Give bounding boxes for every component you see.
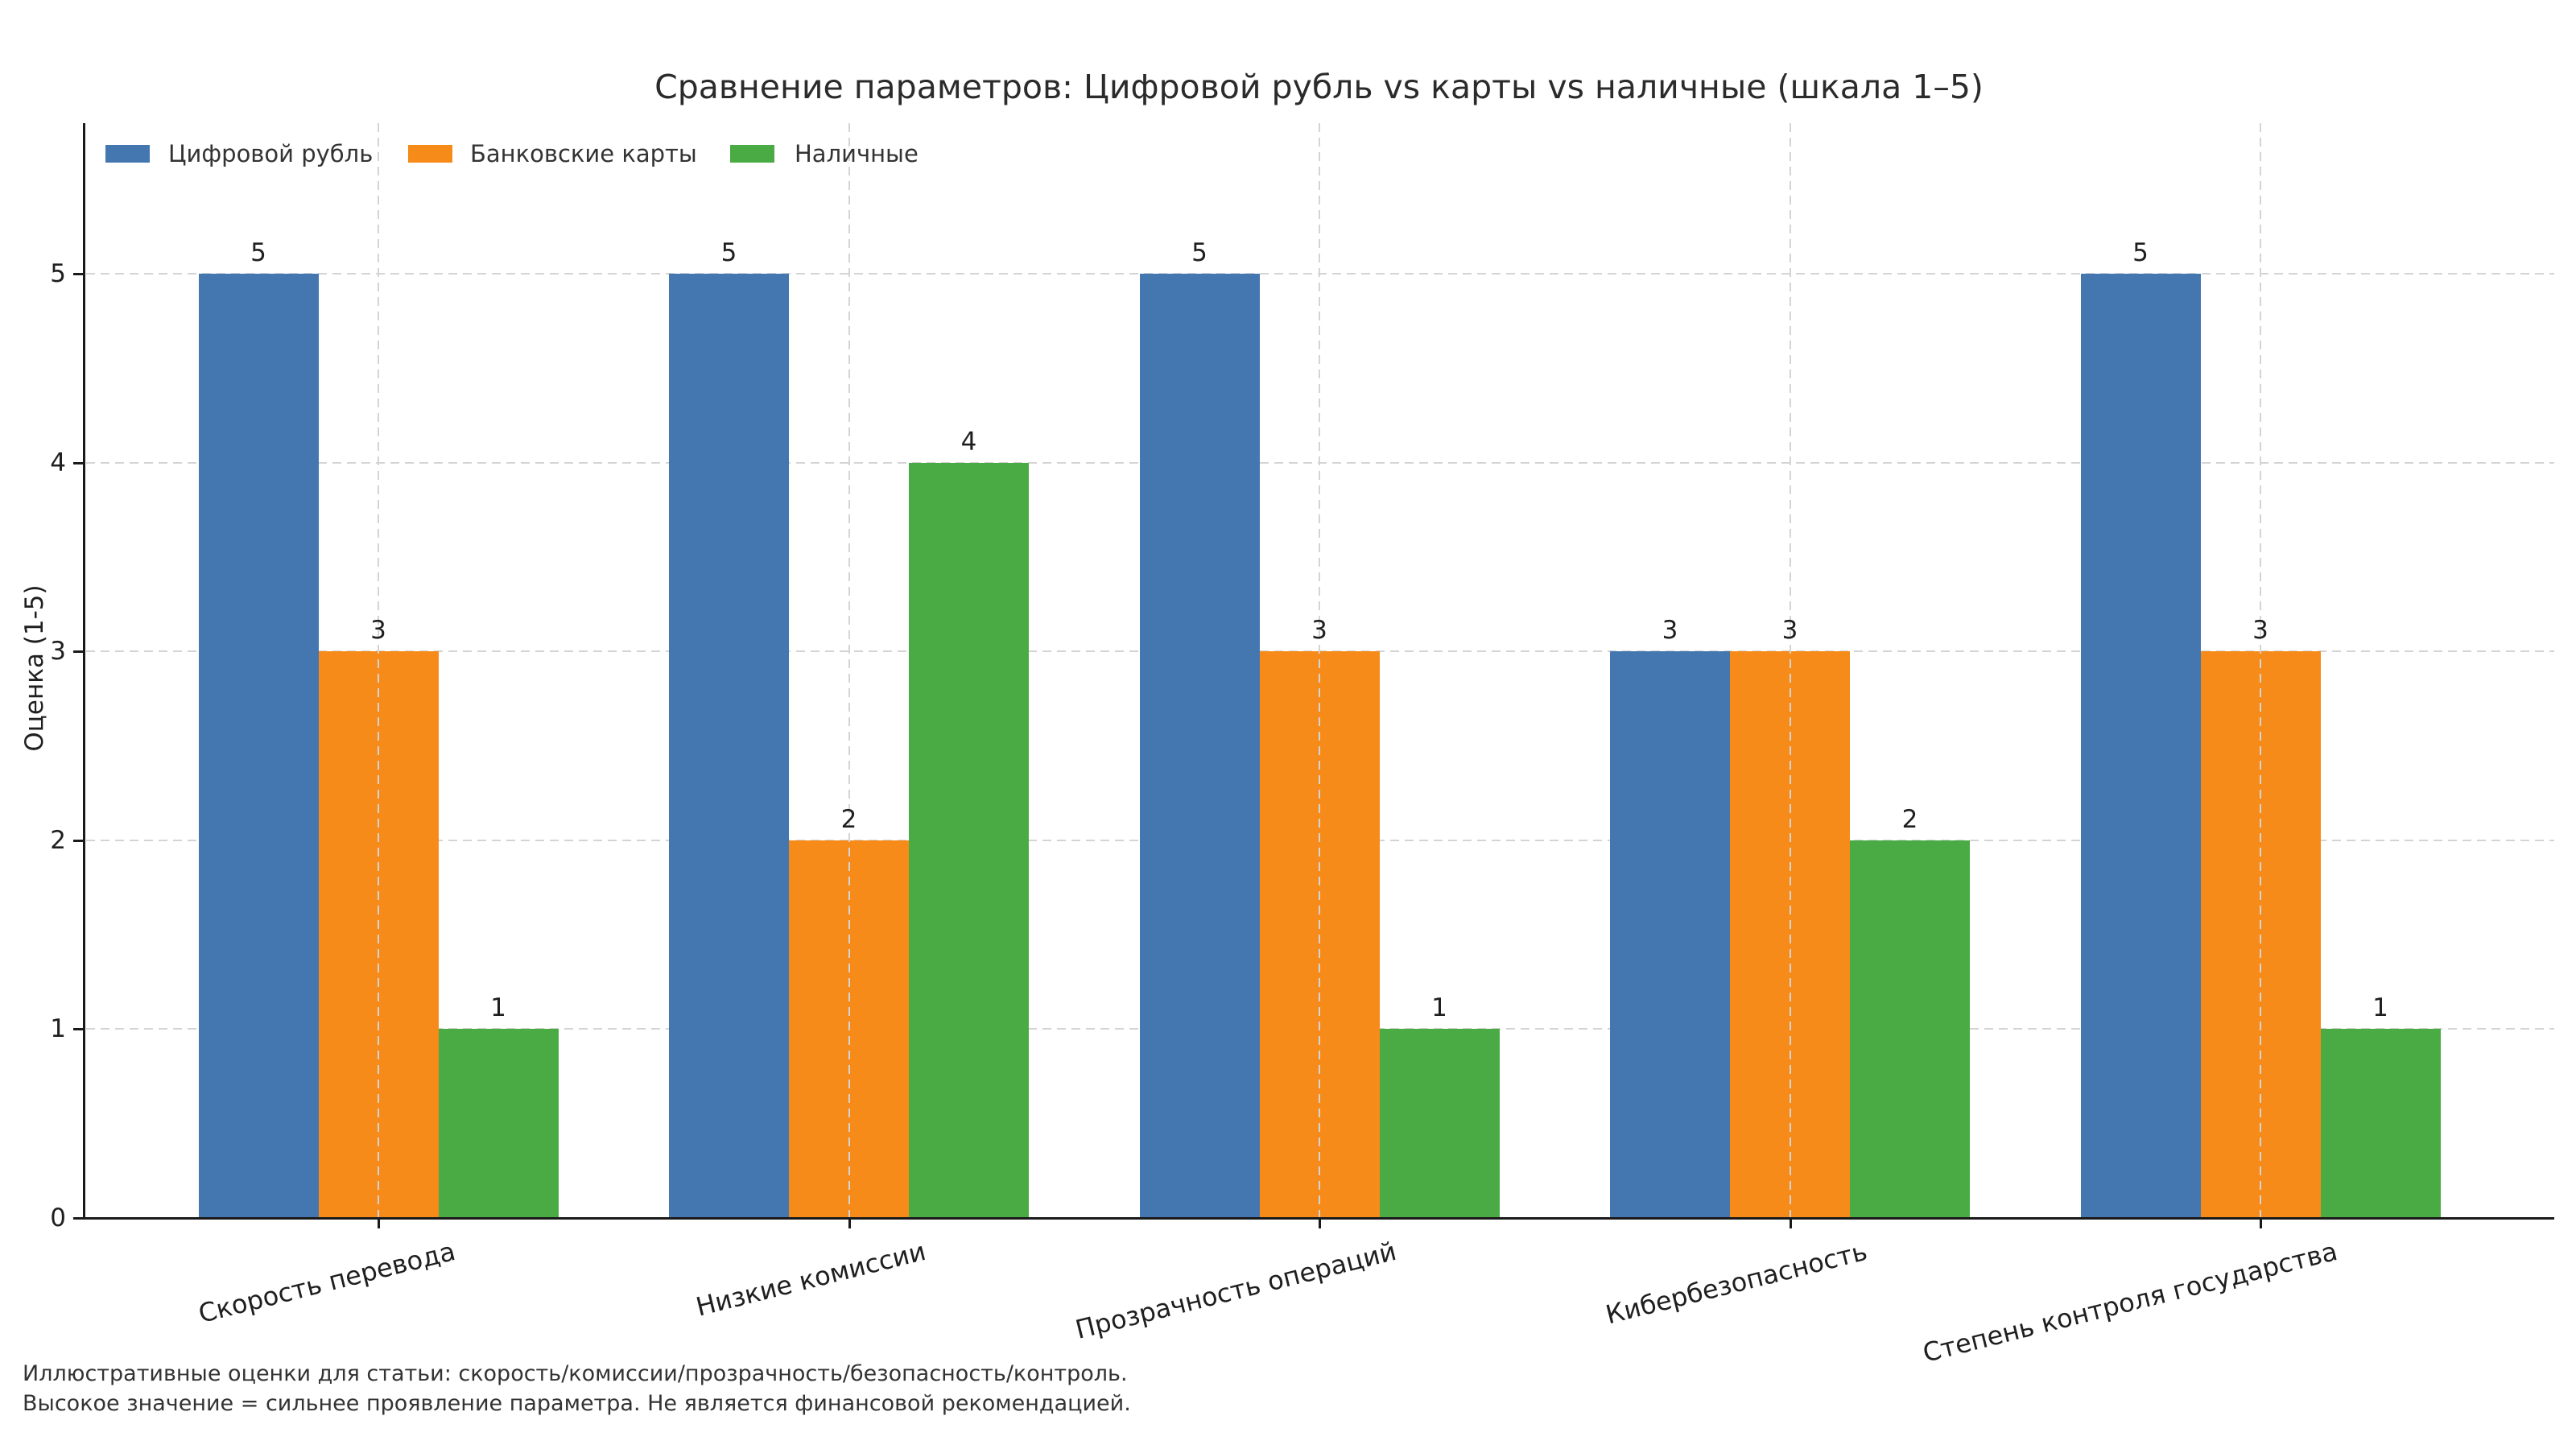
x-tick-label-1: Скорость перевода	[195, 1236, 459, 1330]
bar-Цифровой рубль-Кибербезопасность	[1610, 651, 1730, 1218]
legend-label-3: Наличные	[795, 140, 919, 167]
y-tick-5	[73, 273, 84, 275]
bar-value-label: 3	[1311, 616, 1327, 646]
bar-Цифровой рубль-Скорость перевода	[198, 274, 319, 1218]
x-tick-4	[1789, 1218, 1792, 1228]
x-gridline-4	[1789, 123, 1791, 1218]
x-gridline-1	[378, 123, 379, 1218]
legend-swatch-1	[105, 145, 150, 163]
legend-swatch-2	[408, 145, 452, 163]
y-tick-3	[73, 650, 84, 654]
footnote-line-1: Иллюстративные оценки для статьи: скорос…	[23, 1361, 1128, 1386]
bar-Цифровой рубль-Прозрачность операций	[1139, 274, 1260, 1218]
bar-Наличные-Прозрачность операций	[1379, 1029, 1500, 1218]
bar-value-label: 5	[2132, 238, 2149, 267]
x-gridline-2	[848, 123, 850, 1218]
bar-value-label: 3	[1662, 616, 1678, 646]
bar-value-label: 1	[2372, 993, 2388, 1023]
y-tick-0	[73, 1217, 84, 1220]
y-tick-label-4: 4	[50, 448, 66, 477]
y-axis-title: Оценка (1-5)	[20, 584, 49, 752]
bar-Цифровой рубль-Низкие комиссии	[669, 274, 789, 1218]
bar-Цифровой рубль-Степень контроля государства	[2080, 274, 2201, 1218]
x-tick-5	[2260, 1218, 2262, 1228]
y-tick-4	[73, 461, 84, 464]
x-tick-label-2: Низкие комиссии	[692, 1236, 929, 1323]
y-tick-label-0: 0	[50, 1203, 66, 1232]
y-tick-1	[73, 1028, 84, 1031]
bar-value-label: 2	[840, 804, 857, 834]
bar-value-label: 4	[960, 427, 977, 456]
footnotes: Иллюстративные оценки для статьи: скорос…	[23, 1359, 1131, 1418]
y-tick-2	[73, 839, 84, 842]
bar-value-label: 3	[2252, 616, 2268, 646]
bar-value-label: 5	[250, 238, 266, 267]
x-gridline-5	[2260, 123, 2261, 1218]
x-tick-1	[378, 1218, 380, 1228]
y-tick-label-5: 5	[50, 259, 66, 288]
y-gridline-5	[86, 273, 2554, 275]
footnote-line-2: Высокое значение = сильнее проявление па…	[23, 1391, 1131, 1416]
bar-Наличные-Кибербезопасность	[1850, 840, 1970, 1218]
legend-label-1: Цифровой рубль	[168, 140, 374, 167]
y-tick-label-1: 1	[50, 1014, 66, 1044]
bar-Наличные-Степень контроля государства	[2320, 1029, 2441, 1218]
bar-value-label: 1	[1431, 993, 1447, 1023]
bar-value-label: 2	[1901, 804, 1918, 834]
bar-value-label: 5	[720, 238, 737, 267]
bar-value-label: 3	[370, 616, 386, 646]
x-axis-line	[83, 1217, 2554, 1220]
y-tick-label-3: 3	[50, 637, 66, 667]
y-tick-label-2: 2	[50, 825, 66, 855]
legend-swatch-3	[730, 145, 774, 163]
bar-value-label: 1	[490, 993, 506, 1023]
x-tick-2	[848, 1218, 851, 1228]
bar-value-label: 3	[1781, 616, 1798, 646]
x-tick-3	[1319, 1218, 1321, 1228]
legend-label-2: Банковские карты	[470, 140, 697, 167]
x-gridline-3	[1319, 123, 1320, 1218]
bar-Наличные-Скорость перевода	[438, 1029, 559, 1218]
chart-title: Сравнение параметров: Цифровой рубль vs …	[654, 68, 1984, 106]
x-tick-label-4: Кибербезопасность	[1602, 1236, 1870, 1331]
x-tick-label-3: Прозрачность операций	[1072, 1236, 1400, 1345]
y-axis-line	[83, 123, 85, 1220]
y-gridline-4	[86, 461, 2554, 464]
bar-value-label: 5	[1191, 238, 1208, 267]
x-tick-label-5: Степень контроля государства	[1919, 1236, 2341, 1368]
bar-Наличные-Низкие комиссии	[909, 462, 1029, 1218]
